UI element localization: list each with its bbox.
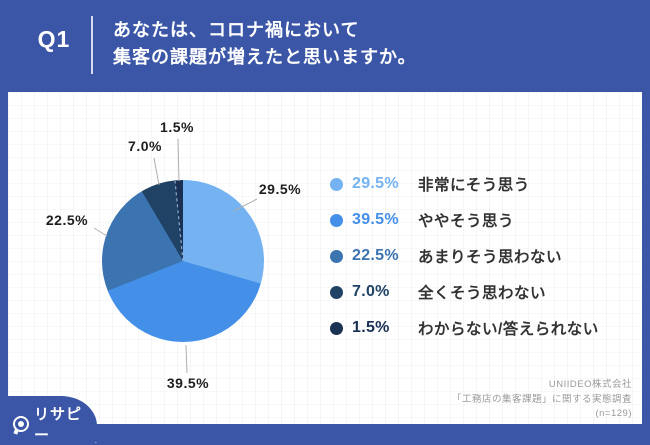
legend-percent: 39.5% [352, 211, 399, 228]
legend-row: 7.0% 全くそう思わない [330, 280, 546, 304]
legend-label: ややそう思う [418, 213, 515, 230]
legend-row: 1.5% わからない/答えられない [330, 316, 599, 340]
legend-dot-icon [330, 177, 343, 191]
legend-percent: 22.5% [352, 247, 399, 264]
legend-dot-icon [330, 249, 343, 263]
infographic-root: { "header": { "q_label": "Q1", "title_li… [0, 0, 650, 434]
legend-label: あまりそう思わない [418, 249, 563, 266]
legend-label: 非常にそう思う [418, 177, 530, 194]
logo-tab: リサピー . [0, 396, 97, 445]
question-title-line1: あなたは、コロナ禍において [113, 20, 360, 40]
brand-logo: リサピー . [13, 403, 97, 445]
callout-29-5-percent: 29.5% [258, 181, 302, 197]
pie-chart [102, 180, 264, 342]
source-company: UNIIDEO株式会社 [548, 379, 632, 390]
legend-dot-icon [330, 321, 343, 335]
source-samplesize: (n=129) [595, 408, 632, 419]
legend-row: 29.5% 非常にそう思う [330, 172, 530, 196]
source-attribution: UNIIDEO株式会社 「工務店の集客課題」に関する実態調査 (n=129) [452, 378, 632, 422]
callout-39-5-percent: 39.5% [166, 375, 210, 391]
source-survey: 「工務店の集客課題」に関する実態調査 [451, 393, 632, 405]
bottom-bar [0, 424, 650, 434]
callout-22-5-percent: 22.5% [45, 212, 89, 228]
legend-percent: 1.5% [352, 319, 390, 336]
risapy-pin-icon [13, 416, 29, 432]
legend-label: わからない/答えられない [418, 321, 599, 338]
legend-label: 全くそう思わない [418, 285, 547, 302]
question-title-line2: 集客の課題が増えたと思いますか。 [113, 47, 417, 67]
legend-row: 39.5% ややそう思う [330, 208, 514, 232]
brand-logo-tm: . [94, 436, 97, 445]
legend-row: 22.5% あまりそう思わない [330, 244, 562, 268]
brand-logo-text: リサピー [34, 406, 83, 444]
header-divider [91, 16, 93, 74]
legend-dot-icon [330, 285, 343, 299]
legend-percent: 29.5% [352, 175, 399, 192]
callout-7-0-percent: 7.0% [128, 138, 162, 154]
chart-card: 1.5% 7.0% 22.5% 29.5% 39.5% 29.5% 非常にそう思… [8, 92, 642, 424]
question-number: Q1 [37, 26, 71, 52]
legend-dot-icon [330, 213, 343, 227]
question-title: あなたは、コロナ禍において 集客の課題が増えたと思いますか。 [113, 17, 417, 71]
legend-percent: 7.0% [352, 283, 390, 300]
callout-1-5-percent: 1.5% [160, 119, 194, 135]
header: Q1 あなたは、コロナ禍において 集客の課題が増えたと思いますか。 [0, 0, 650, 92]
